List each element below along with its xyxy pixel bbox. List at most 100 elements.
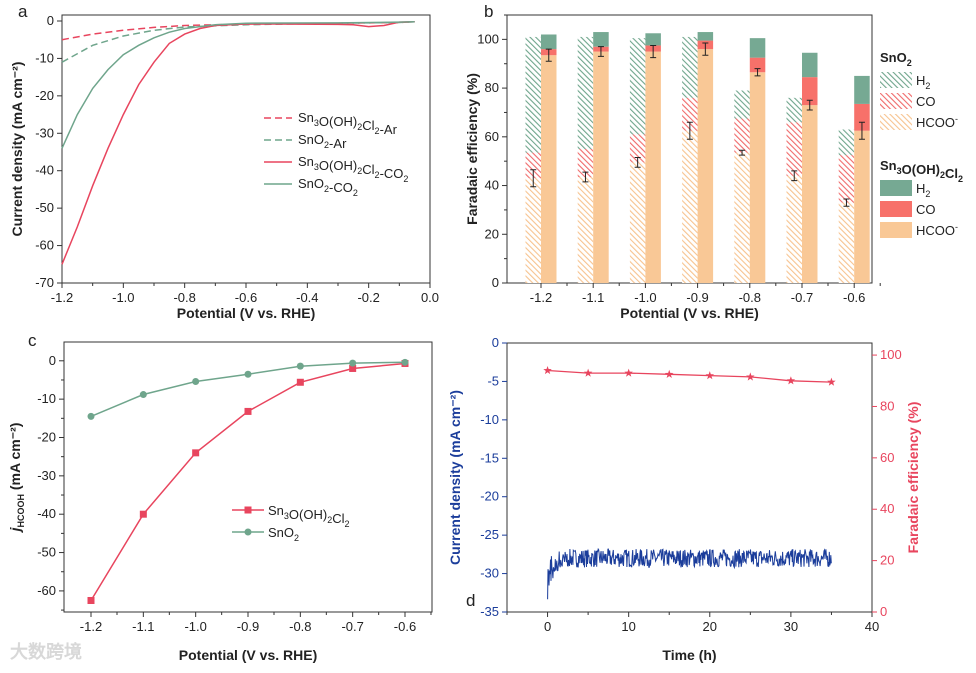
legend-label: SnO2 [268,525,299,543]
x-tick-label: -0.6 [843,290,865,305]
panel-label-d: d [466,591,475,610]
y-tick-label: -50 [35,200,54,215]
y-tick-label: 80 [485,80,499,95]
y-right-tick-label: 80 [880,398,894,413]
y-tick-label: -70 [35,275,54,290]
x-tick-label: -1.1 [132,619,154,634]
y-tick-label: -20 [37,429,56,444]
y-tick-label: -20 [35,88,54,103]
y-tick-label: 20 [485,226,499,241]
y-tick-label: -10 [35,50,54,65]
data-point [296,362,304,370]
data-point [192,449,200,457]
y-tick-label: 0 [492,275,499,290]
x-tick-label: -0.8 [739,290,761,305]
y-tick-label: 0 [49,353,56,368]
x-tick-label: 0 [544,619,551,634]
y-right-tick-label: 20 [880,553,894,568]
fe-star-point [543,366,552,375]
error-bar [582,171,589,183]
error-bar [530,169,537,188]
legend-label: Sn3O(OH)2Cl2-Ar [298,110,398,137]
x-tick-label: -0.8 [289,619,311,634]
x-tick-label: -1.0 [634,290,656,305]
y-right-tick-label: 100 [880,347,902,362]
y-tick-label: -50 [37,545,56,560]
bar-hcoo-sno2 [682,130,698,283]
error-bar [754,68,761,77]
fe-star-point [746,372,755,381]
x-tick-label: -0.7 [341,619,363,634]
legend-label: H2 [916,73,930,91]
fe-star-point [827,377,836,386]
y-tick-label: 0 [47,13,54,28]
y-tick-label: 40 [485,178,499,193]
panel-d-frame [506,342,873,613]
series-line [61,20,415,265]
data-point [296,378,304,386]
y-left-axis-label: Current density (mA cm⁻²) [447,390,463,565]
x-tick-label: 10 [621,619,635,634]
data-point [87,412,95,420]
x-tick-label: -1.1 [582,290,604,305]
x-tick-label: 30 [784,619,798,634]
y-tick-label: -40 [35,163,54,178]
bar-h2-sn3o [645,33,661,46]
x-tick-label: -0.2 [357,290,379,305]
legend-swatch [880,201,912,217]
x-tick-label: -0.7 [791,290,813,305]
bar-hcoo-sn3o [541,55,557,284]
y-left-tick-label: -20 [480,489,499,504]
legend-label: SnO2-Ar [298,132,347,151]
bar-hcoo-sn3o [802,105,818,284]
data-point [87,596,95,604]
error-bar [702,42,709,56]
bar-h2-sn3o [749,38,766,58]
y-right-tick-label: 0 [880,604,887,619]
bar-hcoo-sno2 [786,175,802,283]
legend-label: H2 [916,181,930,199]
bar-co-sno2 [734,118,750,153]
legend-label: SnO2-CO2 [298,176,358,198]
x-tick-label: -1.2 [51,290,73,305]
legend-swatch [880,93,912,109]
series-line [61,20,415,41]
bar-h2-sn3o [593,32,609,47]
fe-star-point [624,368,633,377]
legend-label: CO [916,94,936,109]
y-right-tick-label: 60 [880,450,894,465]
bar-h2-sn3o [854,75,870,104]
data-point [139,510,147,518]
fe-line [547,369,832,383]
bar-h2-sno2 [629,38,646,135]
data-point [349,359,357,367]
bar-h2-sno2 [682,36,698,98]
x-tick-label: -0.6 [235,290,257,305]
series-line [61,20,415,63]
y-left-tick-label: -30 [480,566,499,581]
y-axis-label: Current density (mA cm⁻²) [9,62,25,237]
x-tick-label: 0.0 [421,290,439,305]
bar-hcoo-sn3o [749,72,766,283]
data-point [244,407,252,415]
y-left-tick-label: 0 [492,335,499,350]
x-tick-label: -0.4 [296,290,318,305]
x-tick-label: -1.2 [80,619,102,634]
bar-hcoo-sno2 [525,178,541,283]
x-axis-label: Time (h) [662,647,716,663]
x-tick-label: -0.6 [394,619,416,634]
panel-label-a: a [18,2,28,21]
bar-h2-sn3o [697,32,714,41]
legend-swatch [880,180,912,196]
legend-label: Sn3O(OH)2Cl2 [268,503,350,529]
bar-hcoo-sn3o [854,130,870,283]
bar-co-sno2 [629,134,646,163]
x-tick-label: -1.2 [530,290,552,305]
data-point [139,391,147,399]
x-tick-label: -1.0 [184,619,206,634]
watermark: 大数跨境 [10,641,82,662]
error-bar [806,99,813,111]
legend-marker [244,506,252,514]
fe-star-point [786,376,796,385]
bar-co-sn3o [802,77,818,106]
